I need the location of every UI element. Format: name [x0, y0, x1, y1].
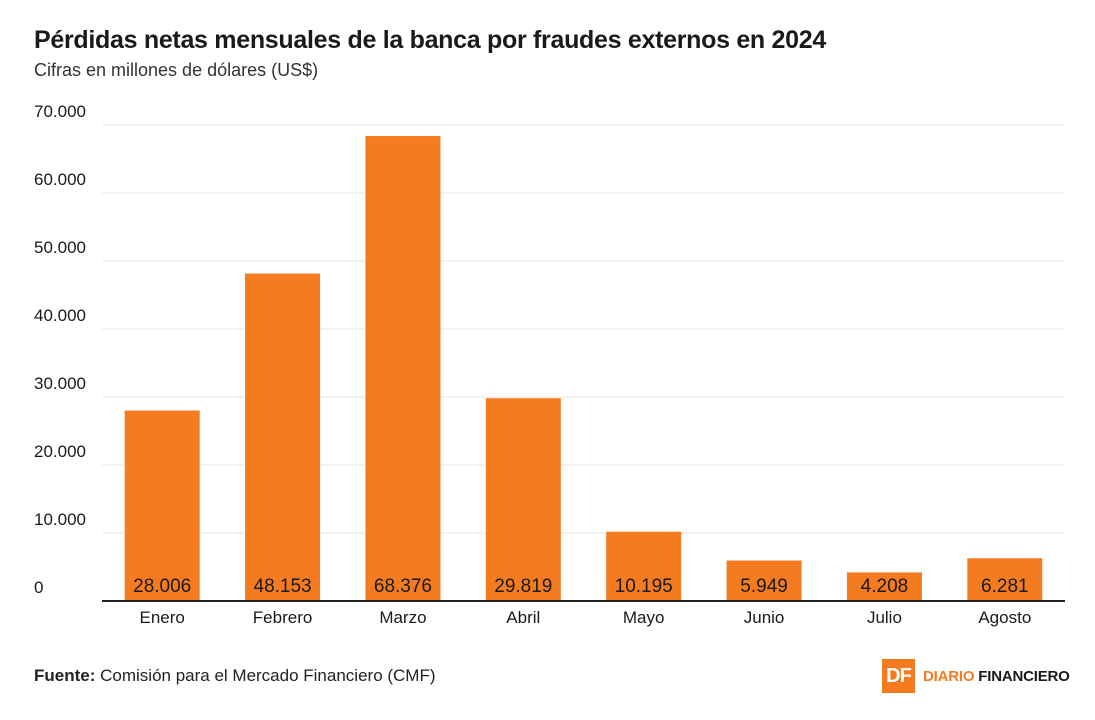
source-label: Fuente:	[34, 666, 96, 685]
y-tick-label: 20.000	[34, 442, 86, 461]
x-tick-label: Abril	[506, 608, 540, 627]
x-tick-label: Mayo	[623, 608, 665, 627]
bar	[606, 531, 682, 601]
bar-value-label: 48.153	[254, 576, 312, 597]
bar	[485, 398, 561, 601]
x-tick-label: Junio	[744, 608, 785, 627]
brand-logo: DF DIARIO FINANCIERO	[882, 659, 1070, 693]
brand-word-1: DIARIO	[923, 667, 975, 685]
x-tick-label: Enero	[140, 608, 185, 627]
bar-value-label: 10.195	[615, 576, 673, 597]
brand-mark: DF	[882, 659, 915, 693]
bar-value-label: 28.006	[133, 576, 191, 597]
y-tick-label: 30.000	[34, 374, 86, 393]
x-tick-label: Febrero	[253, 608, 313, 627]
x-tick-label: Julio	[867, 608, 902, 627]
bar-chart: 0 10.000 20.000 30.000 40.000 50.000 60.000 70.…	[34, 102, 1065, 627]
y-tick-label: 40.000	[34, 306, 86, 325]
bar-value-label: 4.208	[861, 576, 909, 597]
bar-value-label: 5.949	[740, 576, 788, 597]
bar	[124, 410, 200, 601]
y-tick-label: 50.000	[34, 238, 86, 257]
y-tick-label: 70.000	[34, 102, 86, 121]
bar	[726, 560, 802, 601]
y-tick-label: 60.000	[34, 170, 86, 189]
bar-value-label: 6.281	[981, 576, 1029, 597]
x-tick-label: Marzo	[379, 608, 426, 627]
bar	[967, 558, 1043, 601]
bar	[846, 572, 922, 601]
chart-title: Pérdidas netas mensuales de la banca por…	[34, 26, 826, 54]
brand-name: DIARIO FINANCIERO	[923, 668, 1070, 685]
bar-value-label: 68.376	[374, 576, 432, 597]
x-tick-label: Agosto	[978, 608, 1031, 627]
bar	[365, 136, 441, 601]
source-note: Fuente: Comisión para el Mercado Financi…	[34, 666, 436, 686]
source-text: Comisión para el Mercado Financiero (CMF…	[100, 666, 436, 685]
bar	[245, 273, 321, 601]
y-tick-label: 10.000	[34, 510, 86, 529]
bar-value-label: 29.819	[494, 576, 552, 597]
chart-subtitle: Cifras en millones de dólares (US$)	[34, 60, 319, 80]
brand-word-2: FINANCIERO	[978, 667, 1070, 685]
y-tick-label: 0	[34, 578, 43, 597]
